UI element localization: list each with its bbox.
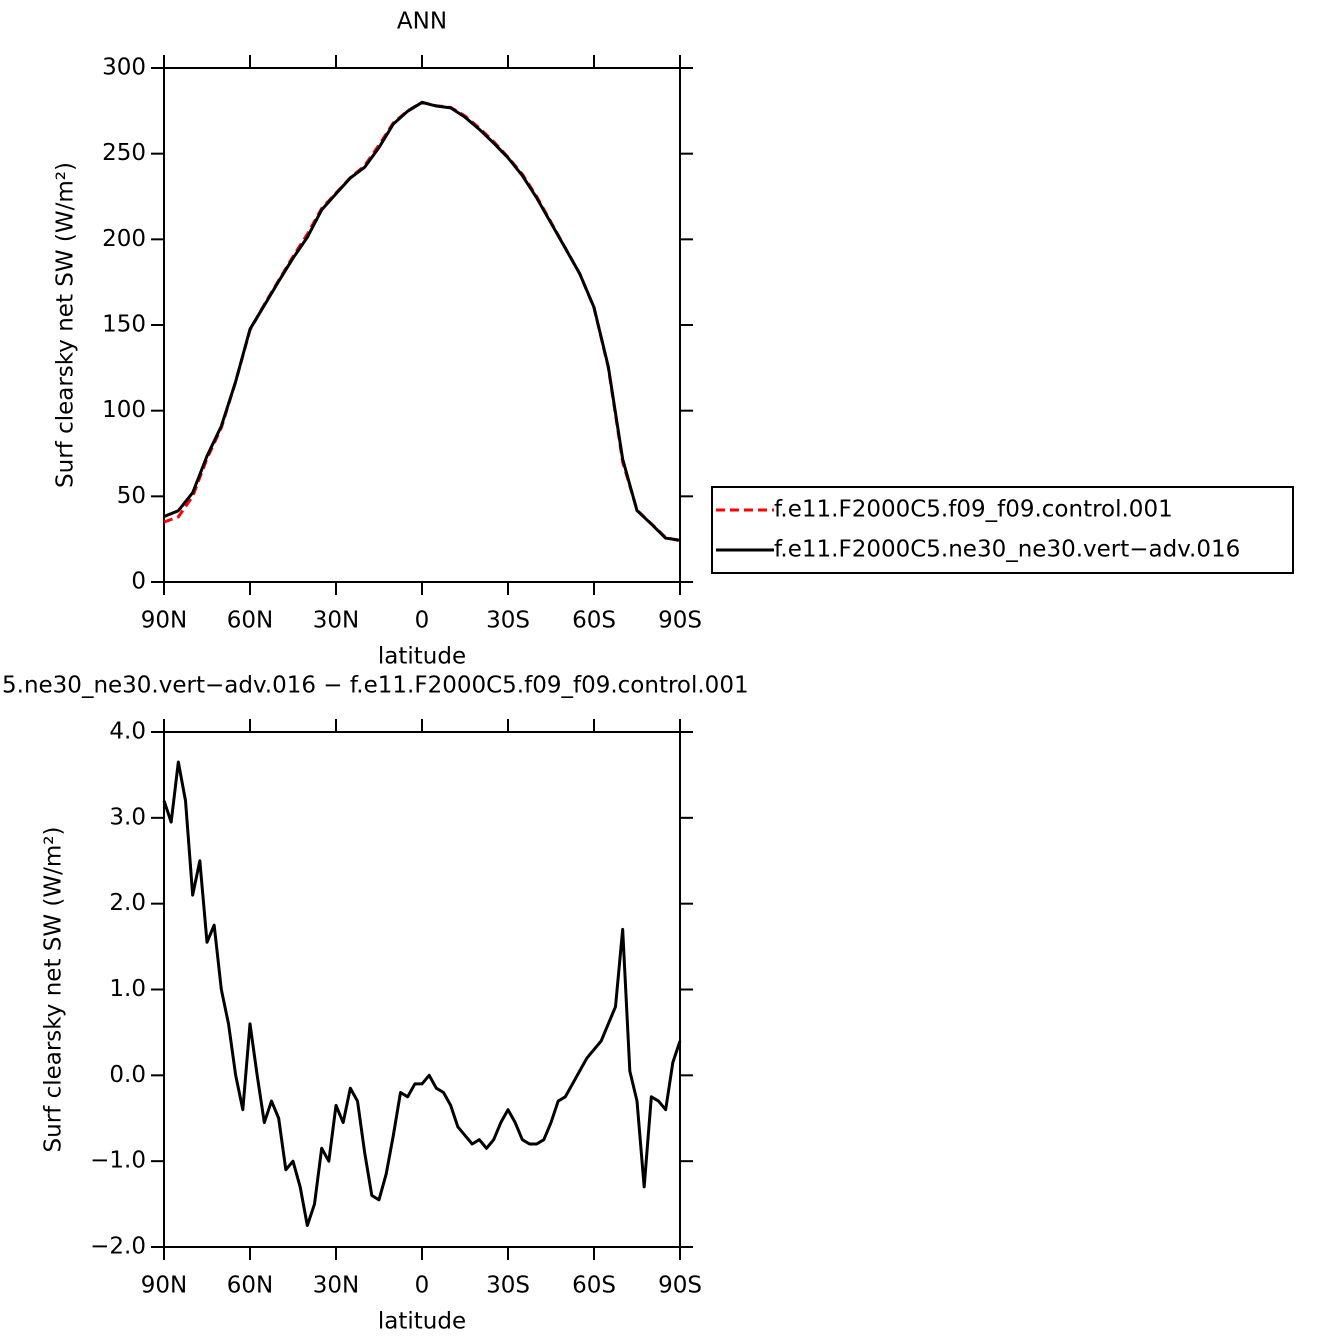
y-tick-label: 100 — [102, 397, 146, 423]
data-line — [163, 100, 681, 543]
y-axis-label: Surf clearsky net SW (W/m²) — [53, 162, 79, 488]
y-tick-label: 1.0 — [109, 976, 146, 1002]
x-tick-label: 30N — [313, 608, 359, 634]
x-tick-label: 60N — [227, 1273, 273, 1299]
plot-frame — [163, 731, 681, 1248]
y-tick-label: 50 — [117, 483, 146, 509]
plot-frame — [163, 67, 681, 583]
x-tick-label: 30S — [486, 1273, 530, 1299]
x-axis-label: latitude — [378, 1309, 466, 1335]
x-axis-label: latitude — [378, 644, 466, 670]
y-tick-label: 0.0 — [109, 1062, 146, 1088]
x-tick-label: 0 — [415, 1273, 430, 1299]
y-tick-label: −1.0 — [90, 1148, 146, 1174]
legend-label: f.e11.F2000C5.f09_f09.control.001 — [774, 497, 1173, 523]
y-tick-label: 150 — [102, 312, 146, 338]
legend-box — [711, 486, 1294, 574]
x-tick-label: 90S — [658, 1273, 702, 1299]
data-line — [162, 760, 682, 1228]
y-tick-label: 4.0 — [109, 719, 146, 745]
y-tick-label: 250 — [102, 140, 146, 166]
x-tick-label: 90S — [658, 608, 702, 634]
y-tick-label: 0 — [131, 569, 146, 595]
y-tick-label: 300 — [102, 55, 146, 81]
x-tick-label: 90N — [141, 608, 187, 634]
chart-title: 5.ne30_ne30.vert−adv.016 − f.e11.F2000C5… — [2, 673, 749, 699]
x-tick-label: 60S — [572, 608, 616, 634]
data-line — [163, 100, 681, 542]
legend-label: f.e11.F2000C5.ne30_ne30.vert−adv.016 — [774, 537, 1240, 563]
y-tick-label: 2.0 — [109, 890, 146, 916]
x-tick-label: 30N — [313, 1273, 359, 1299]
y-tick-label: −2.0 — [90, 1234, 146, 1260]
x-tick-label: 0 — [415, 608, 430, 634]
x-tick-label: 90N — [141, 1273, 187, 1299]
x-tick-label: 30S — [486, 608, 530, 634]
y-tick-label: 200 — [102, 226, 146, 252]
y-tick-label: 3.0 — [109, 804, 146, 830]
x-tick-label: 60N — [227, 608, 273, 634]
y-axis-label: Surf clearsky net SW (W/m²) — [41, 827, 67, 1153]
chart-title: ANN — [397, 9, 447, 35]
x-tick-label: 60S — [572, 1273, 616, 1299]
